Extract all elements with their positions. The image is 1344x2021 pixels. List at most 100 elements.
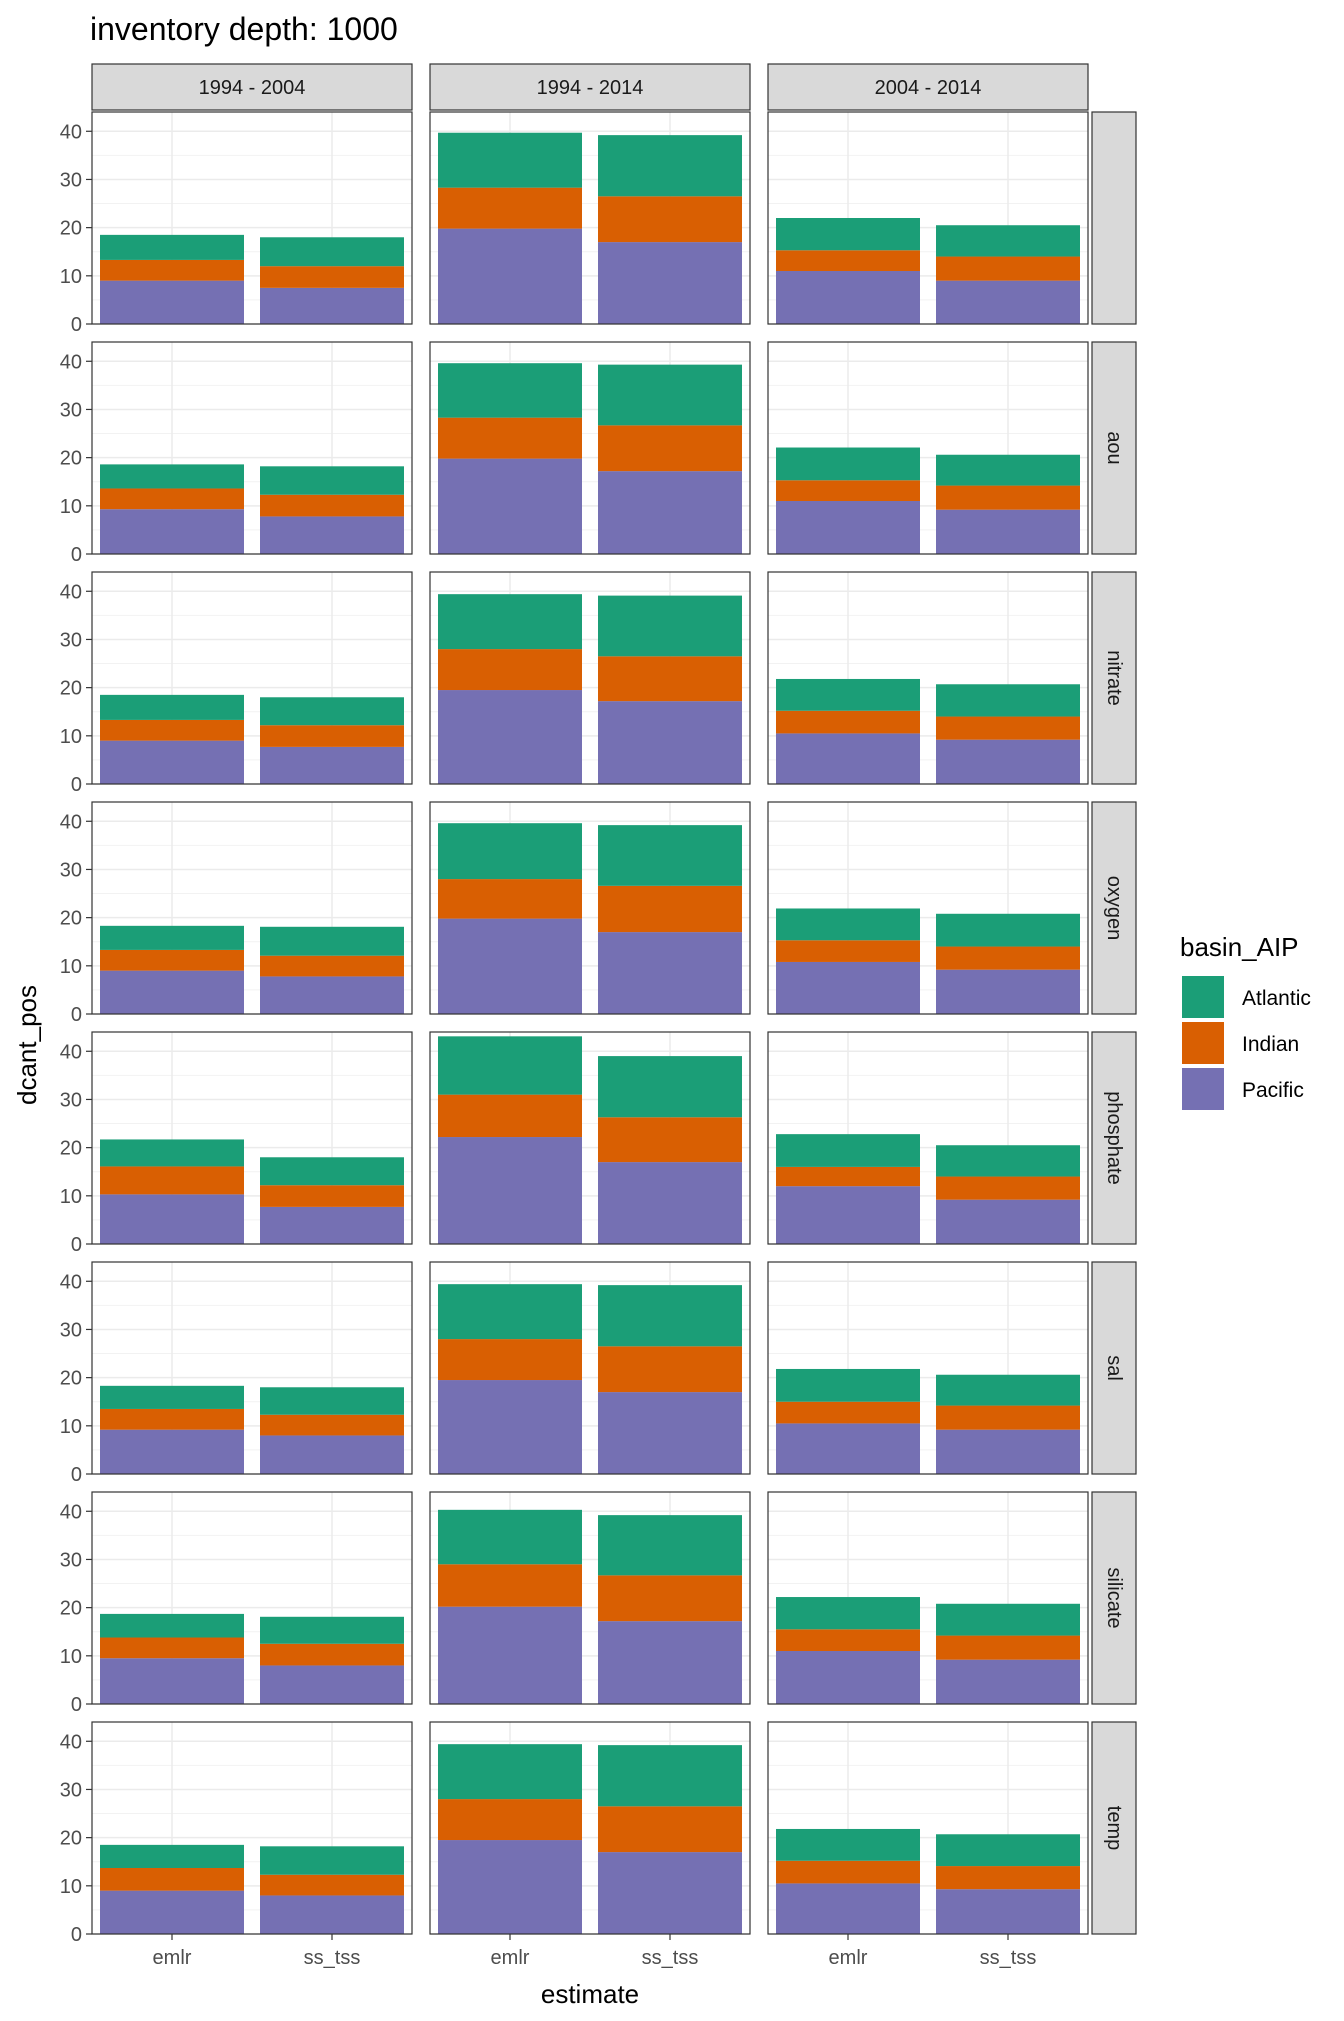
bar-emlr-atlantic	[776, 447, 920, 481]
y-tick-label: 20	[60, 1598, 82, 1620]
bar-ss_tss-pacific	[260, 746, 404, 784]
panel-border	[91, 1491, 413, 1705]
legend-label: Atlantic	[1242, 987, 1311, 1010]
bar-emlr-indian	[100, 1637, 244, 1659]
bar-emlr-pacific	[776, 1883, 920, 1934]
y-tick-label: 20	[60, 678, 82, 700]
bar-ss_tss-indian	[936, 1635, 1080, 1660]
bar-emlr-pacific	[438, 1137, 582, 1244]
bar-emlr-pacific	[438, 690, 582, 784]
y-tick-label: 10	[60, 956, 82, 978]
bar-ss_tss-atlantic	[598, 1285, 742, 1347]
bar-emlr-indian	[438, 187, 582, 229]
bar-ss_tss-pacific	[598, 1392, 742, 1474]
panel-border	[767, 801, 1089, 1015]
panel-border	[429, 111, 751, 325]
y-tick-label: 40	[60, 1271, 82, 1293]
y-tick-label: 30	[60, 629, 82, 651]
column-strip-label: 1994 - 2004	[199, 77, 306, 99]
bar-ss_tss-pacific	[260, 287, 404, 324]
legend-key-indian	[1182, 1022, 1224, 1064]
bar-emlr-pacific	[100, 1194, 244, 1244]
bar-emlr-atlantic	[100, 925, 244, 950]
bar-ss_tss-indian	[260, 1874, 404, 1896]
bar-emlr-indian	[776, 480, 920, 501]
panel-blank-1994-2014	[429, 111, 751, 325]
bar-ss_tss-atlantic	[260, 1157, 404, 1186]
bar-emlr-indian	[100, 949, 244, 971]
y-tick-label: 20	[60, 1828, 82, 1850]
bar-ss_tss-pacific	[598, 1621, 742, 1704]
bar-ss_tss-pacific	[598, 701, 742, 784]
bar-ss_tss-atlantic	[598, 364, 742, 426]
bar-ss_tss-atlantic	[936, 913, 1080, 947]
bar-ss_tss-pacific	[260, 1206, 404, 1244]
y-tick-label: 30	[60, 859, 82, 881]
bar-ss_tss-atlantic	[936, 1374, 1080, 1406]
x-tick-label: emlr	[491, 1947, 530, 1969]
y-tick-label: 0	[71, 314, 82, 336]
bar-ss_tss-indian	[598, 425, 742, 472]
panel-border	[91, 111, 413, 325]
bar-ss_tss-atlantic	[936, 454, 1080, 486]
bar-emlr-indian	[438, 1339, 582, 1381]
legend: basin_AIP Atlantic Indian Pacific	[1180, 932, 1311, 1110]
bar-ss_tss-indian	[936, 1405, 1080, 1430]
bar-emlr-indian	[100, 1408, 244, 1430]
panel-border	[767, 341, 1089, 555]
panel-border	[767, 1261, 1089, 1475]
bar-ss_tss-indian	[260, 494, 404, 517]
panel-border	[91, 1031, 413, 1245]
y-tick-label: 30	[60, 1319, 82, 1341]
panel-temp-1994-2014	[429, 1721, 751, 1935]
y-tick-label: 30	[60, 399, 82, 421]
bar-ss_tss-pacific	[598, 471, 742, 554]
x-tick-label: emlr	[829, 1947, 868, 1969]
bar-ss_tss-indian	[936, 946, 1080, 970]
bar-ss_tss-atlantic	[598, 135, 742, 197]
y-tick-label: 20	[60, 448, 82, 470]
bar-ss_tss-atlantic	[936, 225, 1080, 257]
bar-emlr-atlantic	[776, 1597, 920, 1630]
y-tick-label: 40	[60, 1041, 82, 1063]
row-strip-phosphate	[1091, 1031, 1137, 1245]
bar-emlr-indian	[776, 1629, 920, 1651]
bar-ss_tss-atlantic	[260, 697, 404, 726]
bar-emlr-atlantic	[438, 1284, 582, 1340]
y-tick-label: 20	[60, 218, 82, 240]
panel-blank-2004-2014	[767, 111, 1089, 325]
legend-label: Pacific	[1242, 1079, 1304, 1102]
bar-ss_tss-pacific	[936, 280, 1080, 324]
bar-emlr-atlantic	[100, 1385, 244, 1409]
panel-silicate-1994-2014	[429, 1491, 751, 1705]
bar-emlr-pacific	[100, 1658, 244, 1704]
panel-phosphate-1994-2004	[91, 1031, 413, 1245]
bar-emlr-atlantic	[100, 234, 244, 260]
row-strip-aou	[1091, 341, 1137, 555]
y-tick-label: 0	[71, 544, 82, 566]
row-strip-label: phosphate	[1103, 1091, 1125, 1184]
bar-ss_tss-indian	[936, 485, 1080, 510]
bar-emlr-atlantic	[438, 823, 582, 880]
bar-emlr-pacific	[100, 1429, 244, 1474]
bar-emlr-atlantic	[100, 464, 244, 489]
bar-ss_tss-pacific	[598, 1162, 742, 1244]
y-tick-label: 0	[71, 1234, 82, 1256]
y-tick-label: 20	[60, 908, 82, 930]
bar-ss_tss-indian	[936, 716, 1080, 740]
bar-ss_tss-indian	[260, 1414, 404, 1436]
panel-border	[91, 1721, 413, 1935]
y-tick-label: 40	[60, 811, 82, 833]
bar-emlr-pacific	[100, 970, 244, 1014]
bar-emlr-atlantic	[438, 363, 582, 418]
panel-sal-1994-2004	[91, 1261, 413, 1475]
bar-ss_tss-atlantic	[260, 1846, 404, 1875]
bar-ss_tss-indian	[260, 725, 404, 747]
bar-emlr-indian	[100, 488, 244, 510]
bar-emlr-atlantic	[776, 1368, 920, 1402]
bar-emlr-pacific	[438, 918, 582, 1014]
bar-ss_tss-pacific	[936, 969, 1080, 1014]
panel-silicate-2004-2014	[767, 1491, 1089, 1705]
bar-emlr-pacific	[438, 1380, 582, 1474]
